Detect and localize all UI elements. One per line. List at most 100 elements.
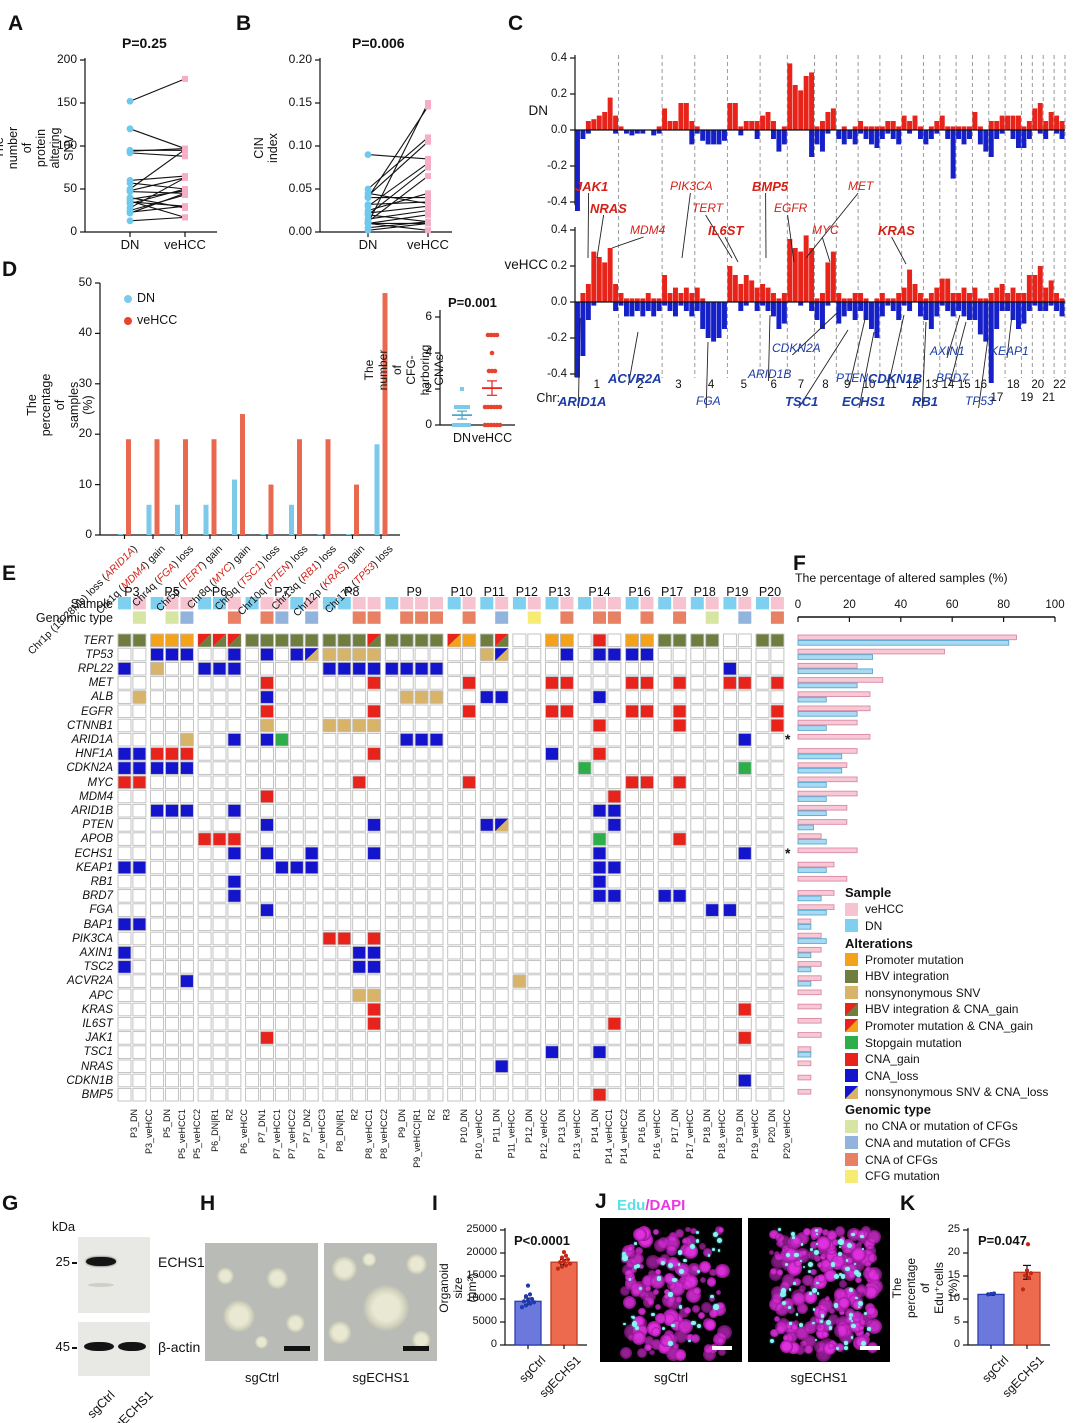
dapi-nucleus xyxy=(627,1246,634,1253)
cell-empty xyxy=(414,718,429,733)
cell-empty xyxy=(640,803,654,818)
cna-loss-bar xyxy=(983,130,989,152)
cell-empty xyxy=(304,732,319,747)
cell-empty xyxy=(770,1016,785,1031)
cell-empty xyxy=(625,860,640,875)
cell-empty xyxy=(640,661,654,676)
f-bar-dn xyxy=(797,938,827,944)
cna-loss-bar xyxy=(907,130,913,134)
cell-alt xyxy=(479,818,494,832)
cell-empty xyxy=(367,974,382,988)
gene-label-il6st: IL6ST xyxy=(708,223,744,238)
dapi-nucleus xyxy=(820,1259,832,1270)
cell-empty xyxy=(260,761,274,775)
cna-gain-bar xyxy=(585,284,591,302)
cell-empty xyxy=(512,1045,527,1059)
cell-empty xyxy=(260,931,274,946)
organoid-image-sgechs1 xyxy=(324,1243,437,1361)
cell-empty xyxy=(117,889,132,903)
x-label-vehcc: veHCC xyxy=(164,237,206,252)
cell-empty xyxy=(657,704,672,719)
cell-alt xyxy=(260,647,274,662)
cell-empty xyxy=(429,860,444,875)
cell-empty xyxy=(179,676,194,690)
cell-alt xyxy=(367,818,382,832)
cell-empty xyxy=(527,1002,542,1017)
f-bar-dn xyxy=(797,895,822,902)
cell-empty xyxy=(447,1059,462,1074)
edu-positive-cell xyxy=(826,1320,832,1325)
gene-row-label-axin1: AXIN1 xyxy=(79,946,113,959)
edu-positive-cell xyxy=(839,1272,843,1276)
cell-alt xyxy=(607,889,622,903)
cna-loss-bar xyxy=(847,302,853,311)
cna-gain-bar xyxy=(912,115,918,130)
cna-gain-bar xyxy=(858,293,864,302)
cell-empty xyxy=(150,832,165,846)
cell-empty xyxy=(559,846,574,861)
legend-alt-nonsynonymous-snv-swatch xyxy=(845,986,858,1000)
cell-empty xyxy=(705,818,720,832)
cell-alt xyxy=(672,832,687,846)
dapi-nucleus xyxy=(835,1343,845,1352)
edu-positive-cell xyxy=(814,1228,819,1233)
d-bar-dn xyxy=(232,479,237,535)
cell-empty xyxy=(494,803,509,818)
cna-gain-bar xyxy=(1005,293,1011,302)
edu-positive-cell xyxy=(691,1320,696,1326)
cell-empty xyxy=(245,1016,260,1031)
sample-cell xyxy=(690,597,704,610)
cna-gain-bar xyxy=(896,293,902,302)
cell-split-b xyxy=(305,648,319,661)
marker-45-tick xyxy=(72,1347,77,1349)
dapi-nucleus xyxy=(834,1288,847,1301)
cell-empty xyxy=(322,832,337,846)
cell-empty xyxy=(447,1016,462,1031)
cna-loss-bar xyxy=(814,302,820,320)
edu-positive-cell xyxy=(845,1266,850,1272)
bar-dot xyxy=(557,1260,563,1265)
cna-gain-bar xyxy=(918,126,923,130)
edu-positive-cell xyxy=(798,1323,804,1328)
cna-loss-bar xyxy=(760,302,766,306)
cell-empty xyxy=(640,1073,654,1088)
cell-empty xyxy=(527,690,542,704)
dapi-nucleus xyxy=(813,1341,827,1354)
cell-empty xyxy=(527,874,542,889)
cna-gain-bar xyxy=(1059,121,1065,130)
gene-label-bmp5: BMP5 xyxy=(752,179,789,194)
bar-sgctrl xyxy=(977,1293,1005,1346)
cell-empty xyxy=(770,818,785,832)
d-bar-vehcc xyxy=(382,293,388,535)
cell-empty xyxy=(352,903,367,917)
cell-empty xyxy=(227,903,242,917)
cell-alt xyxy=(212,832,227,846)
cell-empty xyxy=(352,832,367,846)
f-bar-vehcc xyxy=(797,932,822,939)
legend-alt-promoter-mutation-cna-gain-swatch xyxy=(845,1019,858,1033)
cell-empty xyxy=(737,931,752,946)
bar-sgechs1 xyxy=(550,1261,578,1346)
cell-empty xyxy=(705,747,720,761)
cell-empty xyxy=(545,1059,559,1074)
cna-gain-bar xyxy=(776,298,782,302)
genomic-type-cell xyxy=(132,611,146,624)
f-bar-dn xyxy=(797,867,827,873)
sample-cell xyxy=(337,597,351,610)
d-bar-vehcc xyxy=(183,439,188,535)
cna-loss-bar xyxy=(776,302,782,329)
cell-empty xyxy=(690,1045,705,1059)
dapi-nucleus xyxy=(815,1322,825,1332)
cell-empty xyxy=(274,1016,289,1031)
cell-empty xyxy=(212,718,227,733)
cell-empty xyxy=(367,917,382,932)
legend-gt-cna-and-mutation-of-cfgs-swatch xyxy=(845,1136,858,1150)
cell-empty xyxy=(705,704,720,719)
cell-empty xyxy=(512,818,527,832)
cna-gain-bar xyxy=(1016,115,1021,130)
cell-alt xyxy=(592,803,607,818)
cna-gain-bar xyxy=(673,287,678,302)
cell-empty xyxy=(384,988,399,1003)
cna-loss-bar xyxy=(640,130,646,134)
x-label-vehcc: veHCC xyxy=(407,237,449,252)
